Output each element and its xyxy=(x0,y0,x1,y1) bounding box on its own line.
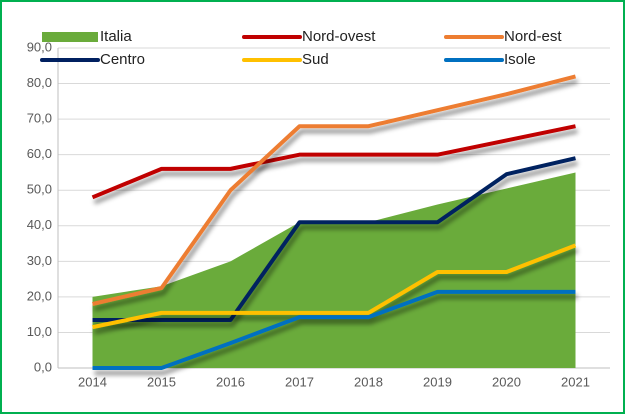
y-tick-label: 70,0 xyxy=(27,111,52,126)
x-tick-label: 2017 xyxy=(285,374,314,389)
x-tick-label: 2019 xyxy=(423,374,452,389)
legend-label: Isole xyxy=(504,51,536,68)
line xyxy=(92,289,576,370)
y-tick-label: 0,0 xyxy=(34,359,52,374)
y-tick-label: 10,0 xyxy=(27,324,52,339)
legend-label: Nord-est xyxy=(504,28,562,45)
legend-label: Sud xyxy=(302,51,329,68)
x-tick-label: 2016 xyxy=(216,374,245,389)
x-tick-label: 2015 xyxy=(147,374,176,389)
line xyxy=(92,243,577,330)
line xyxy=(92,156,576,322)
x-tick-label: 2014 xyxy=(78,374,107,389)
y-tick-label: 80,0 xyxy=(27,75,52,90)
legend-label: Nord-ovest xyxy=(302,28,376,45)
line xyxy=(91,124,576,200)
x-tick-label: 2020 xyxy=(492,374,521,389)
legend-swatch xyxy=(42,32,98,42)
legend-label: Centro xyxy=(100,51,145,68)
y-tick-label: 90,0 xyxy=(27,39,52,54)
x-tick-label: 2021 xyxy=(561,374,590,389)
y-tick-label: 60,0 xyxy=(27,146,52,161)
y-tick-label: 50,0 xyxy=(27,182,52,197)
line xyxy=(92,74,576,306)
y-tick-label: 30,0 xyxy=(27,253,52,268)
y-tick-label: 20,0 xyxy=(27,288,52,303)
x-tick-label: 2018 xyxy=(354,374,383,389)
y-tick-label: 40,0 xyxy=(27,217,52,232)
legend-label: Italia xyxy=(100,28,132,45)
